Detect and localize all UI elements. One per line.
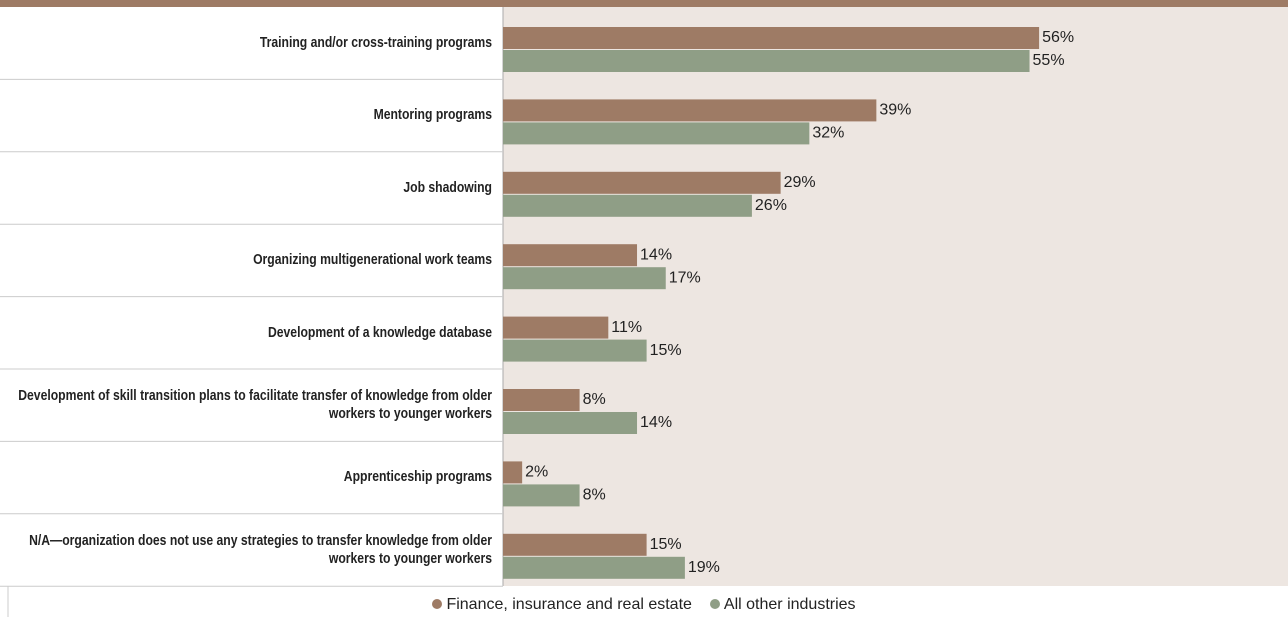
value-label: 32% bbox=[812, 125, 844, 142]
value-label: 29% bbox=[784, 174, 816, 191]
category-label: Development of skill transition plans to… bbox=[18, 388, 492, 422]
category-label: Apprenticeship programs bbox=[343, 469, 492, 486]
bar bbox=[503, 99, 877, 122]
value-label: 55% bbox=[1033, 52, 1065, 69]
category-label: Training and/or cross-training programs bbox=[259, 35, 492, 51]
value-label: 19% bbox=[688, 559, 720, 576]
bar bbox=[503, 389, 580, 411]
value-label: 14% bbox=[640, 414, 672, 431]
value-label: 17% bbox=[669, 269, 701, 286]
bar bbox=[503, 27, 1040, 49]
legend-marker bbox=[432, 599, 443, 609]
legend-label: Finance, insurance and real estate bbox=[446, 596, 692, 613]
legend-label: All other industries bbox=[723, 596, 856, 613]
bar bbox=[503, 484, 580, 507]
category-label: Organizing multigenerational work teams bbox=[253, 252, 492, 269]
category-label: Development of a knowledge database bbox=[267, 324, 492, 341]
value-label: 2% bbox=[525, 464, 548, 481]
value-label: 26% bbox=[755, 197, 787, 214]
bar bbox=[503, 412, 638, 434]
category-label: N/A—organization does not use any strate… bbox=[29, 532, 492, 567]
bar bbox=[503, 267, 666, 290]
bar bbox=[503, 171, 781, 194]
value-label: 15% bbox=[650, 342, 682, 359]
value-label: 8% bbox=[583, 391, 606, 408]
value-label: 14% bbox=[640, 246, 672, 263]
value-label: 56% bbox=[1042, 29, 1074, 46]
bar bbox=[503, 244, 638, 267]
bar bbox=[503, 316, 609, 339]
bar bbox=[503, 461, 523, 484]
plot-area bbox=[503, 7, 1288, 586]
value-label: 15% bbox=[650, 536, 682, 553]
header-band bbox=[0, 0, 1288, 7]
bar bbox=[503, 339, 647, 362]
value-label: 11% bbox=[611, 319, 642, 336]
legend: Finance, insurance and real estate All ot… bbox=[0, 596, 1288, 614]
bar bbox=[503, 122, 810, 145]
bar bbox=[503, 556, 685, 579]
category-label: Mentoring programs bbox=[373, 107, 492, 124]
bar bbox=[503, 194, 752, 217]
legend-marker bbox=[709, 599, 720, 609]
bar bbox=[503, 50, 1030, 72]
value-label: 39% bbox=[879, 102, 911, 119]
bar bbox=[503, 533, 647, 556]
value-label: 8% bbox=[583, 487, 606, 504]
category-label: Job shadowing bbox=[403, 179, 492, 196]
